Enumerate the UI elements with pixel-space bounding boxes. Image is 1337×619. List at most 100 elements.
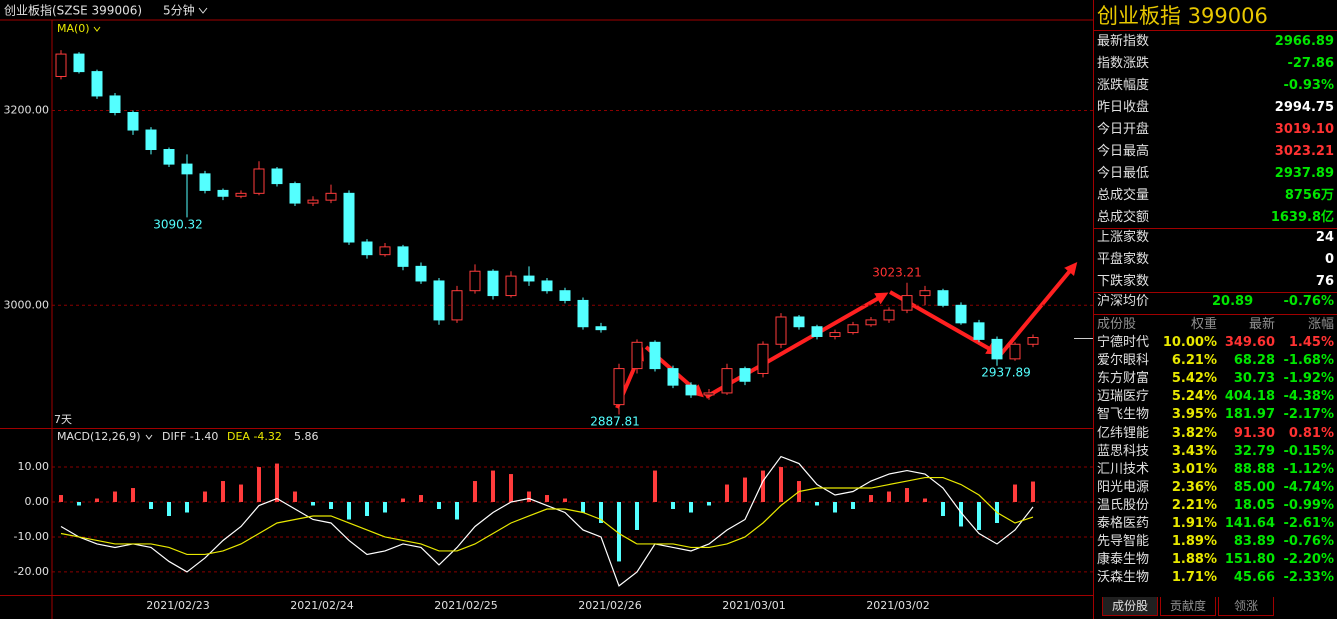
constituent-cell: 6.21% — [1171, 353, 1217, 369]
candle-body — [55, 53, 67, 77]
period-chevron[interactable] — [198, 7, 208, 14]
candle-body — [127, 112, 139, 131]
constituent-cell: 32.79 — [1233, 443, 1275, 459]
quote-value: 3023.21 — [1274, 144, 1334, 159]
constituent-cell: 1.45% — [1288, 335, 1334, 350]
constituent-cell[interactable]: 智飞生物 — [1097, 407, 1150, 423]
quote-label: 今日最低 — [1097, 166, 1150, 181]
constituent-cell[interactable]: 东方财富 — [1097, 371, 1150, 387]
constituent-cell[interactable]: 沃森生物 — [1097, 570, 1150, 586]
y-tick-label: -20.00 — [14, 565, 49, 578]
quote-value: -27.86 — [1287, 56, 1334, 71]
quote-label: 最新指数 — [1097, 34, 1150, 49]
indicator-label[interactable]: MA(0) — [57, 22, 90, 35]
constituent-cell[interactable]: 汇川技术 — [1097, 461, 1150, 477]
y-tick-label: 10.00 — [18, 460, 50, 473]
constituent-cell: -1.92% — [1283, 371, 1335, 387]
quote-label: 今日最高 — [1097, 144, 1150, 159]
price-annotation: 3023.21 — [872, 266, 922, 280]
candle-body — [829, 332, 841, 337]
candle-body — [415, 265, 427, 282]
legend-name: DEA — [227, 430, 250, 443]
price-annotation: 3090.32 — [153, 218, 203, 232]
constituent-cell: 1.89% — [1171, 534, 1217, 550]
candle-body — [775, 316, 787, 345]
quote-value: 8756万 — [1284, 188, 1334, 203]
constituent-cell[interactable]: 康泰生物 — [1097, 552, 1150, 568]
candle-body — [991, 338, 1003, 360]
candle-body — [523, 275, 535, 282]
constituent-cell: 85.00 — [1233, 479, 1275, 495]
candle-body — [397, 246, 409, 267]
candle-body — [703, 392, 715, 396]
candle-body — [487, 270, 499, 297]
constituent-cell[interactable]: 迈瑞医疗 — [1097, 389, 1150, 405]
price-annotation: 2887.81 — [590, 415, 640, 429]
constituent-cell: 2.21% — [1171, 497, 1217, 513]
breadth-label: 下跌家数 — [1097, 274, 1150, 289]
candle-body — [235, 192, 247, 197]
tab[interactable]: 成份股 — [1102, 597, 1158, 616]
x-tick-label: 2021/03/01 — [722, 599, 785, 612]
constituent-cell[interactable]: 泰格医药 — [1097, 516, 1150, 531]
x-tick-label: 2021/02/25 — [434, 599, 497, 612]
quote-label: 涨跌幅度 — [1097, 78, 1150, 93]
constituent-cell[interactable]: 阳光电源 — [1097, 479, 1150, 495]
candle-body — [343, 192, 355, 243]
candle-body — [109, 95, 121, 114]
tab[interactable]: 贡献度 — [1160, 597, 1216, 616]
candle-body — [883, 309, 895, 321]
candle-body — [451, 290, 463, 321]
constituent-cell: -1.12% — [1283, 461, 1335, 477]
constituent-cell: 5.42% — [1171, 371, 1217, 387]
constituent-cell: 10.00% — [1162, 335, 1217, 350]
constituent-cell: -1.68% — [1283, 353, 1335, 369]
constituent-cell: 18.05 — [1233, 497, 1275, 513]
constituent-cell: 2.36% — [1171, 479, 1217, 495]
candle-body — [811, 326, 823, 337]
candle-body — [667, 368, 679, 386]
constituent-cell: -0.15% — [1283, 443, 1335, 459]
constituent-cell: 404.18 — [1224, 389, 1275, 405]
period-selector[interactable]: 5分钟 — [163, 3, 195, 18]
x-tick-label: 2021/03/02 — [866, 599, 929, 612]
separator — [1094, 292, 1337, 293]
constituent-cell: 3.95% — [1171, 407, 1217, 423]
macd-line — [60, 476, 1034, 556]
candle-body — [199, 173, 211, 191]
y-tick-label: -10.00 — [14, 530, 49, 543]
quote-value: 2937.89 — [1274, 166, 1334, 181]
candle-body — [469, 270, 481, 292]
legend-name: DIFF — [162, 430, 186, 443]
indicator-chevron[interactable] — [93, 26, 101, 32]
constituent-cell: 3.43% — [1171, 443, 1217, 459]
constituent-cell[interactable]: 宁德时代 — [1097, 335, 1150, 350]
constituent-cell: 3.01% — [1171, 461, 1217, 477]
candle-body — [865, 319, 877, 326]
instrument-title: 创业板指(SZSE 399006) — [4, 3, 142, 18]
breadth-label: 平盘家数 — [1097, 252, 1150, 267]
macd-chevron[interactable] — [145, 434, 153, 440]
column-header: 涨幅 — [1307, 317, 1334, 332]
legend-diff: DIFF -1.40 — [162, 430, 218, 443]
constituent-cell[interactable]: 温氏股份 — [1097, 497, 1150, 513]
constituent-cell[interactable]: 亿纬锂能 — [1097, 425, 1150, 441]
tab[interactable]: 领涨 — [1218, 597, 1274, 616]
candle-body — [217, 189, 229, 197]
constituent-cell[interactable]: 蓝思科技 — [1097, 443, 1150, 459]
constituent-cell[interactable]: 先导智能 — [1097, 534, 1150, 550]
quote-label: 总成交额 — [1097, 210, 1150, 225]
candle-body — [433, 280, 445, 321]
candle-body — [271, 168, 283, 185]
candle-body — [1027, 337, 1039, 345]
breadth-label: 上涨家数 — [1097, 230, 1150, 245]
quote-value: 3019.10 — [1274, 122, 1334, 137]
column-header: 成份股 — [1097, 317, 1137, 332]
y-tick-label: 3200.00 — [4, 104, 50, 117]
average-value: 20.89 — [1212, 294, 1254, 309]
constituent-cell[interactable]: 爱尔眼科 — [1097, 353, 1150, 369]
candle-body — [721, 368, 733, 394]
separator — [1094, 30, 1337, 31]
candle-body — [955, 304, 967, 324]
